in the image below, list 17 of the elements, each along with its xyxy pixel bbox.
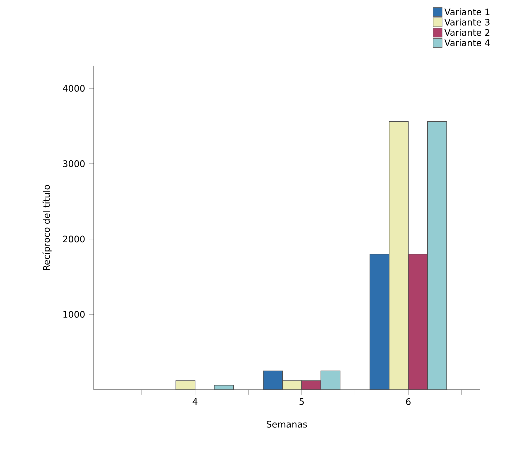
y-tick-label: 3000 — [63, 160, 85, 168]
bar — [427, 121, 448, 390]
y-tick-label: 2000 — [63, 236, 85, 243]
legend-label: Variante 3 — [444, 18, 490, 26]
y-tick-label: 1000 — [64, 311, 85, 318]
legend-label: Variante 2 — [444, 29, 490, 36]
legend-label: Variante 4 — [444, 39, 490, 46]
x-tick-label: 6 — [406, 398, 411, 406]
y-tick-label: 4000 — [63, 85, 85, 92]
bar — [408, 254, 428, 390]
y-axis-title: Recíproco del título — [42, 185, 52, 270]
bar — [320, 370, 341, 390]
legend-label: Variante 1 — [444, 8, 490, 16]
x-axis-title: Semanas — [266, 421, 308, 428]
x-tick-label: 4 — [192, 398, 198, 406]
x-tick-label: 5 — [300, 398, 304, 406]
bar — [389, 121, 409, 390]
